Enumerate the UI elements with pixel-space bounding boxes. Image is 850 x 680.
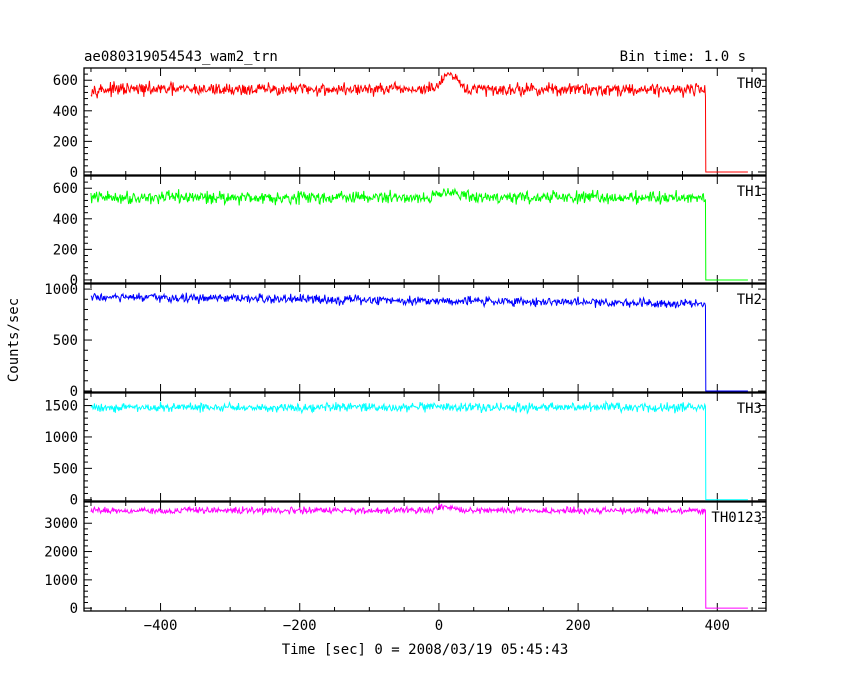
y-tick-label: 1000 <box>44 282 78 298</box>
series-th0123 <box>90 503 748 609</box>
bin-time-label: Bin time: 1.0 s <box>620 49 746 65</box>
series-th2 <box>90 292 748 392</box>
panel-frame <box>83 501 767 612</box>
series-th0 <box>90 71 748 173</box>
y-tick-label: 500 <box>53 461 78 477</box>
y-tick-label: 0 <box>70 165 78 181</box>
y-tick-label: 1500 <box>44 399 78 415</box>
x-tick-label: −200 <box>283 618 317 634</box>
x-axis-label: Time [sec] 0 = 2008/03/19 05:45:43 <box>282 642 569 658</box>
y-tick-label: 0 <box>70 384 78 400</box>
chart-title: ae080319054543_wam2_trn <box>84 49 278 65</box>
series-th1 <box>90 187 748 281</box>
y-tick-label: 1000 <box>44 573 78 589</box>
panel-label: TH0123 <box>711 510 762 526</box>
panel-label: TH2 <box>737 292 762 308</box>
panel-th1: 0 200 400 600 TH1 <box>53 175 767 289</box>
panel-th0123: 0 1000 2000 3000 TH0123 <box>44 501 767 617</box>
y-tick-label: 400 <box>53 212 78 228</box>
y-tick-label: 600 <box>53 181 78 197</box>
panels-group: 0 200 400 600 TH0 0 200 400 600 TH1 0 500 1000 TH2 0 50… <box>44 67 767 634</box>
y-tick-label: 600 <box>53 73 78 89</box>
y-tick-label: 200 <box>53 242 78 258</box>
panel-th0: 0 200 400 600 TH0 <box>53 67 767 181</box>
y-tick-label: 0 <box>70 601 78 617</box>
y-tick-label: 2000 <box>44 545 78 561</box>
y-tick-label: 400 <box>53 104 78 120</box>
panel-frame <box>83 175 767 284</box>
y-tick-label: 0 <box>70 493 78 509</box>
x-tick-label: 400 <box>705 618 730 634</box>
y-tick-label: 200 <box>53 134 78 150</box>
y-tick-label: 3000 <box>44 516 78 532</box>
panel-frame <box>83 392 767 502</box>
series-th3 <box>90 400 748 501</box>
panel-label: TH0 <box>737 76 762 92</box>
x-tick-label: 200 <box>565 618 590 634</box>
y-tick-label: 0 <box>70 273 78 289</box>
y-tick-label: 500 <box>53 333 78 349</box>
y-axis-label: Counts/sec <box>6 298 22 382</box>
panel-frame <box>83 67 767 176</box>
panel-label: TH3 <box>737 401 762 417</box>
panel-th2: 0 500 1000 TH2 <box>44 282 767 400</box>
x-tick-label: 0 <box>435 618 443 634</box>
y-tick-label: 1000 <box>44 430 78 446</box>
panel-th3: 0 500 1000 1500 TH3 <box>44 392 767 509</box>
panel-label: TH1 <box>737 184 762 200</box>
panel-frame <box>83 283 767 393</box>
x-tick-label: −400 <box>144 618 178 634</box>
